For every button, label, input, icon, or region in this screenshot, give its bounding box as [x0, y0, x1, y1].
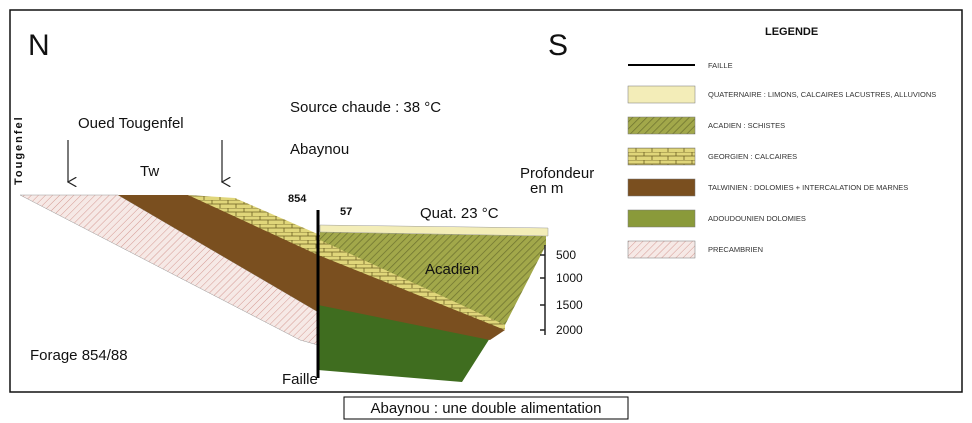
tw: Tw	[140, 163, 159, 180]
figure: N S Tougenfel Oued Tougenfel Source chau…	[0, 0, 972, 423]
caption: Abaynou : une double alimentation	[370, 400, 601, 417]
depth-label: 1500	[556, 298, 583, 312]
tougenfel: Tougenfel	[13, 115, 25, 185]
source: Source chaude : 38 °C	[290, 99, 441, 116]
legend-item: TALWINIEN : DOLOMIES + INTERCALATION DE …	[708, 183, 908, 192]
legend-item: ADOUDOUNIEN DOLOMIES	[708, 214, 806, 223]
abaynou: Abaynou	[290, 141, 349, 158]
legend: LEGENDE FAILLE QUATERNAIRE : LIMONS, CAL…	[628, 26, 936, 258]
oued: Oued Tougenfel	[78, 115, 184, 132]
legend-item: FAILLE	[708, 61, 733, 70]
legend-item: PRECAMBRIEN	[708, 245, 763, 254]
faille: Faille	[282, 371, 318, 388]
legend-clip: FAILLE QUATERNAIRE : LIMONS, CALCAIRES L…	[708, 61, 936, 254]
quat: Quat. 23 °C	[420, 205, 499, 222]
well-854: 854	[288, 193, 307, 205]
acadien: Acadien	[425, 261, 479, 278]
legend-item: QUATERNAIRE : LIMONS, CALCAIRES LACUSTRE…	[708, 90, 936, 99]
depth-label: 500	[556, 248, 576, 262]
legend-item: GEORGIEN : CALCAIRES	[708, 152, 797, 161]
legend-title: LEGENDE	[765, 26, 818, 38]
well-57: 57	[340, 206, 352, 218]
depth-label: 2000	[556, 323, 583, 337]
north: N	[28, 29, 50, 62]
depth-label: 1000	[556, 271, 583, 285]
south: S	[548, 29, 568, 62]
legend-item: ACADIEN : SCHISTES	[708, 121, 785, 130]
forage: Forage 854/88	[30, 347, 128, 364]
depth-title: en m	[530, 180, 563, 197]
